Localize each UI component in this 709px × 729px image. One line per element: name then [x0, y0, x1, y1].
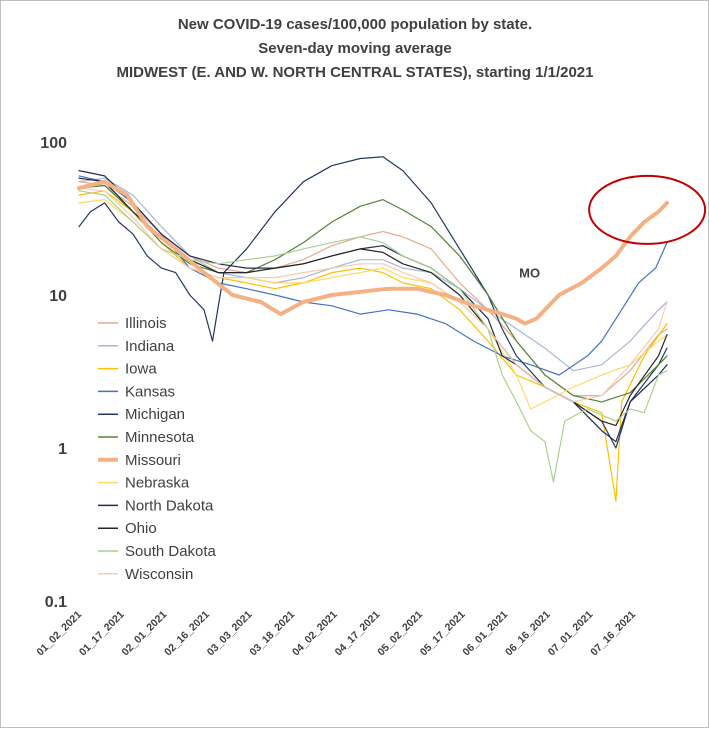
chart-title-line-3: MIDWEST (E. AND W. NORTH CENTRAL STATES)…: [117, 64, 594, 81]
legend-label-minnesota: Minnesota: [125, 429, 195, 446]
legend-label-michigan: Michigan: [125, 406, 185, 423]
annotation-mo-label: MO: [519, 266, 540, 281]
legend-label-nebraska: Nebraska: [125, 475, 190, 492]
y-tick-label: 10: [49, 288, 67, 305]
legend: Illinois Indiana Iowa Kansas Michigan Minneso…: [98, 315, 217, 583]
y-tick-label: 0.1: [45, 594, 67, 611]
legend-label-indiana: Indiana: [125, 338, 175, 355]
x-axis: 01_02_202101_17_202102_01_202102_16_2021…: [34, 609, 638, 659]
series-line-kansas: [78, 175, 668, 376]
legend-label-ohio: Ohio: [125, 520, 157, 537]
x-tick-label: 07_16_2021: [588, 609, 638, 659]
legend-label-illinois: Illinois: [125, 315, 167, 332]
chart-title-line-1: New COVID-19 cases/100,000 population by…: [178, 16, 532, 33]
series-line-iowa: [78, 190, 668, 502]
legend-label-north-dakota: North Dakota: [125, 497, 214, 514]
annotations: MO: [519, 174, 707, 281]
highlight-ellipse: [588, 174, 707, 245]
chart-title-line-2: Seven-day moving average: [258, 40, 451, 57]
series-line-missouri: [77, 179, 669, 326]
legend-label-wisconsin: Wisconsin: [125, 566, 193, 583]
series-line-wisconsin: [78, 187, 668, 403]
chart-title: New COVID-19 cases/100,000 population by…: [117, 16, 594, 81]
legend-label-kansas: Kansas: [125, 383, 175, 400]
series-line-south-dakota: [78, 190, 668, 483]
y-axis: 100 10 1 0.1: [40, 135, 67, 611]
y-tick-label: 100: [40, 135, 67, 152]
legend-label-iowa: Iowa: [125, 361, 157, 378]
series-line-indiana: [78, 177, 668, 372]
legend-label-south-dakota: South Dakota: [125, 543, 217, 560]
legend-label-missouri: Missouri: [125, 452, 181, 469]
y-tick-label: 1: [58, 441, 67, 458]
series-line-nebraska: [78, 199, 668, 410]
series-lines: [77, 156, 669, 502]
